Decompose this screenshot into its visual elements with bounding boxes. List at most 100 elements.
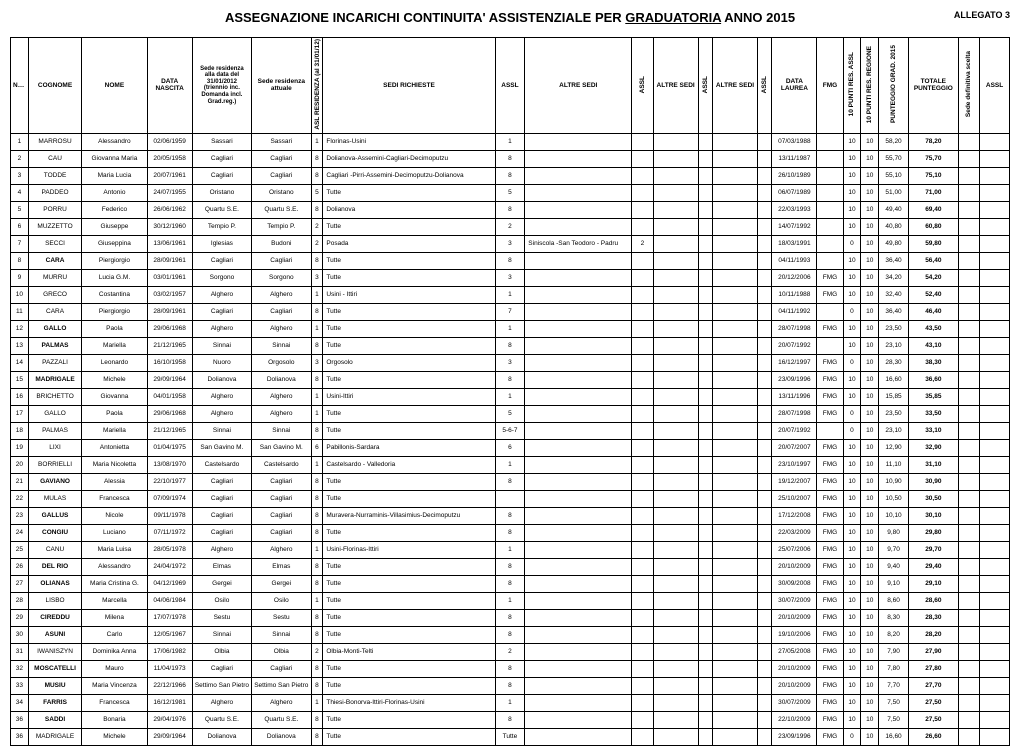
- h-p-reg: 10 PUNTI RES. REGIONE: [861, 38, 879, 134]
- cell: ASUNI: [28, 626, 81, 643]
- cell: FMG: [817, 490, 843, 507]
- cell: [712, 388, 757, 405]
- cell: 10: [843, 643, 861, 660]
- cell: 8: [495, 371, 525, 388]
- cell: 3: [311, 354, 323, 371]
- cell: Cagliari: [192, 660, 251, 677]
- cell: [525, 473, 632, 490]
- cell: 10: [843, 150, 861, 167]
- cell: 55,10: [879, 167, 909, 184]
- cell: BRICHETTO: [28, 388, 81, 405]
- cell: [698, 609, 712, 626]
- h-num: NUM.: [11, 38, 29, 134]
- cell: 25/07/2006: [772, 541, 817, 558]
- cell: [758, 167, 772, 184]
- cell: Pabillonis-Sardara: [323, 439, 495, 456]
- table-row: 1MARROSUAlessandro02/06/1959SassariSassa…: [11, 133, 1010, 150]
- cell: 10: [861, 133, 879, 150]
- cell: [653, 405, 698, 422]
- cell: 10: [861, 694, 879, 711]
- cell: Antonietta: [82, 439, 147, 456]
- cell: FMG: [817, 405, 843, 422]
- cell: [632, 694, 653, 711]
- cell: [958, 609, 979, 626]
- cell: Giuseppina: [82, 235, 147, 252]
- cell: 49,40: [879, 201, 909, 218]
- cell: [958, 167, 979, 184]
- cell: 9,80: [879, 524, 909, 541]
- cell: [698, 235, 712, 252]
- cell: Tutte: [323, 626, 495, 643]
- cell: 2: [311, 218, 323, 235]
- cell: [632, 439, 653, 456]
- cell: Osilo: [192, 592, 251, 609]
- cell: FMG: [817, 456, 843, 473]
- cell: 28/07/1998: [772, 405, 817, 422]
- h-data-laurea: DATA LAUREA: [772, 38, 817, 134]
- cell: 14/07/1992: [772, 218, 817, 235]
- table-row: 15MADRIGALEMichele29/09/1964DolianovaDol…: [11, 371, 1010, 388]
- cell: 22/03/1993: [772, 201, 817, 218]
- cell: [698, 184, 712, 201]
- cell: [980, 388, 1010, 405]
- cell: 10: [843, 592, 861, 609]
- h-sede-def: Sede definitiva scelta: [958, 38, 979, 134]
- cell: [758, 609, 772, 626]
- h-assl-3: ASSL: [698, 38, 712, 134]
- cell: Milena: [82, 609, 147, 626]
- h-assl-f: ASSL: [980, 38, 1010, 134]
- h-p-assl: 10 PUNTI RES. ASSL: [843, 38, 861, 134]
- table-row: 17GALLOPaola29/06/1968AlgheroAlghero1Tut…: [11, 405, 1010, 422]
- cell: 04/11/1993: [772, 252, 817, 269]
- cell: [758, 626, 772, 643]
- cell: Settimo San Pietro: [252, 677, 311, 694]
- cell: [632, 218, 653, 235]
- cell: 28,60: [908, 592, 958, 609]
- cell: [712, 473, 757, 490]
- h-altre-1: ALTRE SEDI: [525, 38, 632, 134]
- cell: Mariella: [82, 337, 147, 354]
- cell: [980, 728, 1010, 745]
- cell: 8: [311, 524, 323, 541]
- cell: 28/05/1978: [147, 541, 192, 558]
- cell: [525, 694, 632, 711]
- cell: [817, 422, 843, 439]
- table-row: 30ASUNICarlo12/05/1967SinnaiSinnai8Tutte…: [11, 626, 1010, 643]
- cell: [525, 371, 632, 388]
- cell: Sassari: [252, 133, 311, 150]
- cell: 10: [861, 456, 879, 473]
- cell: [632, 286, 653, 303]
- cell: [980, 626, 1010, 643]
- cell: TODDE: [28, 167, 81, 184]
- cell: Dolianova: [192, 728, 251, 745]
- cell: Cagliari: [252, 660, 311, 677]
- cell: 71,00: [908, 184, 958, 201]
- cell: [653, 150, 698, 167]
- cell: [758, 456, 772, 473]
- cell: FMG: [817, 507, 843, 524]
- cell: 10: [843, 371, 861, 388]
- cell: Tutte: [323, 473, 495, 490]
- cell: 10: [843, 218, 861, 235]
- cell: Alghero: [192, 541, 251, 558]
- cell: San Gavino M.: [192, 439, 251, 456]
- cell: Tutte: [323, 269, 495, 286]
- cell: [817, 184, 843, 201]
- cell: [980, 575, 1010, 592]
- cell: [817, 337, 843, 354]
- cell: [632, 303, 653, 320]
- cell: [958, 184, 979, 201]
- cell: 10: [843, 133, 861, 150]
- cell: 1: [495, 592, 525, 609]
- cell: [758, 252, 772, 269]
- cell: [653, 677, 698, 694]
- cell: Alghero: [252, 320, 311, 337]
- cell: [653, 218, 698, 235]
- cell: Francesca: [82, 490, 147, 507]
- cell: [712, 252, 757, 269]
- cell: 46,40: [908, 303, 958, 320]
- cell: 32,90: [908, 439, 958, 456]
- cell: 10: [843, 184, 861, 201]
- cell: [632, 677, 653, 694]
- cell: [712, 269, 757, 286]
